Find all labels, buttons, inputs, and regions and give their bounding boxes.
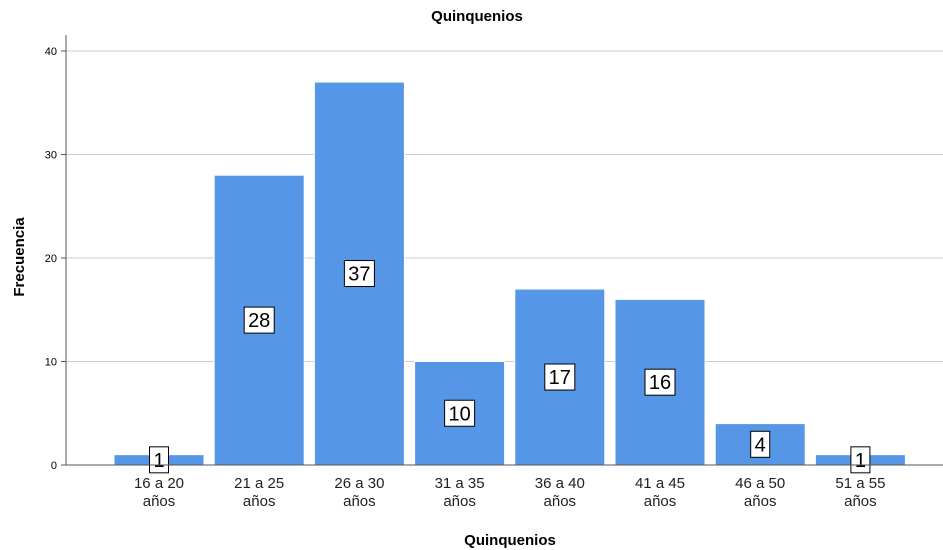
data-label: 17	[549, 367, 571, 389]
x-axis-title: Quinquenios	[464, 532, 556, 549]
data-label-box	[444, 399, 476, 427]
data-labels: 1 28 37 10 17 16 4 1	[149, 260, 871, 474]
data-label-box	[149, 446, 169, 474]
data-label-box	[343, 260, 375, 288]
data-label-box	[544, 363, 576, 391]
data-label: 10	[448, 403, 470, 425]
data-label: 4	[755, 434, 766, 456]
y-tick-label: 10	[45, 357, 57, 369]
data-label: 37	[348, 264, 370, 286]
bars	[113, 81, 906, 466]
data-label: 1	[855, 450, 866, 472]
y-axis-title: Frecuencia	[11, 217, 28, 297]
x-tick-label: 16 a 20	[134, 475, 184, 492]
data-label: 16	[649, 372, 671, 394]
x-tick-label-line2: años	[544, 493, 577, 510]
data-label: 28	[248, 310, 270, 332]
data-label: 1	[153, 450, 164, 472]
gridlines	[66, 50, 943, 362]
x-tick-label-line2: años	[343, 493, 376, 510]
chart-title: Quinquenios	[431, 8, 523, 25]
data-label-box	[850, 446, 871, 474]
x-tick-label: 41 a 45	[635, 475, 685, 492]
x-tick-label: 46 a 50	[735, 475, 785, 492]
x-tick-label: 51 a 55	[835, 475, 885, 492]
data-label-box	[243, 306, 275, 334]
x-tick-label-line2: años	[443, 493, 476, 510]
x-tick-label-line2: años	[844, 493, 877, 510]
x-tick-label: 21 a 25	[234, 475, 284, 492]
data-label-box	[644, 368, 676, 396]
y-axis-ticks: 0 10 20 30 40	[45, 46, 66, 472]
x-tick-label-line2: años	[744, 493, 777, 510]
x-tick-label: 26 a 30	[334, 475, 384, 492]
y-tick-label: 30	[45, 150, 57, 162]
y-tick-label: 20	[45, 253, 57, 265]
data-label-box	[750, 430, 771, 458]
x-tick-label-line2: años	[644, 493, 677, 510]
x-tick-label: 31 a 35	[435, 475, 485, 492]
x-tick-label: 36 a 40	[535, 475, 585, 492]
x-tick-label-line2: años	[143, 493, 176, 510]
y-tick-label: 0	[51, 460, 57, 472]
x-tick-label-line2: años	[243, 493, 276, 510]
y-tick-label: 40	[45, 46, 57, 58]
